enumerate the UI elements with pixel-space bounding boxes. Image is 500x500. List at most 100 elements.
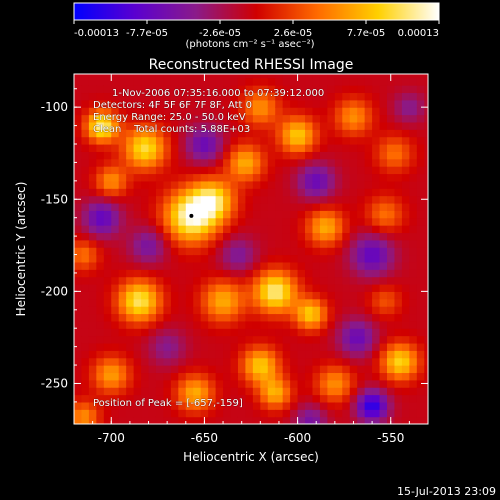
heatmap-cell	[81, 401, 90, 410]
heatmap-cell	[245, 74, 254, 79]
heatmap-cell	[290, 313, 299, 322]
heatmap-cell	[252, 114, 261, 123]
heatmap-cell	[364, 335, 373, 344]
heatmap-cell	[260, 195, 269, 204]
heatmap-cell	[141, 151, 150, 160]
heatmap-cell	[237, 365, 247, 374]
heatmap-cell	[237, 357, 247, 366]
heatmap-cell	[364, 136, 373, 145]
heatmap-cell	[141, 188, 150, 197]
heatmap-cell	[170, 92, 179, 101]
heatmap-cell	[133, 320, 142, 329]
heatmap-cell	[185, 306, 194, 315]
heatmap-cell	[349, 232, 358, 241]
heatmap-cell	[364, 99, 373, 108]
heatmap-cell	[208, 210, 217, 219]
heatmap-cell	[126, 357, 135, 366]
heatmap-cell	[409, 342, 418, 351]
heatmap-cell	[297, 372, 306, 381]
heatmap-cell	[88, 99, 97, 108]
heatmap-cell	[126, 136, 135, 145]
heatmap-cell	[275, 166, 284, 175]
heatmap-cell	[81, 195, 90, 204]
heatmap-cell	[372, 416, 381, 424]
heatmap-cell	[133, 129, 142, 138]
heatmap-cell	[88, 232, 97, 241]
heatmap-cell	[96, 151, 105, 160]
heatmap-cell	[349, 158, 358, 167]
heatmap-cell	[81, 99, 90, 108]
heatmap-cell	[267, 210, 276, 219]
heatmap-cell	[305, 158, 314, 167]
heatmap-cell	[252, 254, 261, 263]
heatmap-cell	[148, 416, 157, 424]
heatmap-cell	[297, 247, 306, 256]
heatmap-cell	[297, 129, 306, 138]
heatmap-cell	[126, 350, 135, 359]
heatmap-cell	[170, 276, 179, 285]
heatmap-cell	[230, 210, 239, 219]
annotation-time: 1-Nov-2006 07:35:16.000 to 07:39:12.000	[112, 88, 325, 99]
heatmap-cell	[163, 394, 172, 403]
heatmap-cell	[319, 401, 328, 410]
heatmap-cell	[118, 350, 127, 359]
heatmap-cell	[297, 320, 306, 329]
heatmap-cell	[275, 136, 284, 145]
heatmap-cell	[394, 239, 403, 248]
heatmap-cell	[245, 114, 254, 123]
heatmap-cell	[267, 261, 276, 270]
heatmap-cell	[342, 269, 351, 278]
heatmap-cell	[282, 401, 291, 410]
heatmap-cell	[96, 136, 105, 145]
heatmap-cell	[118, 210, 127, 219]
heatmap-cell	[96, 276, 105, 285]
heatmap-cell	[372, 195, 381, 204]
heatmap-cell	[230, 247, 239, 256]
heatmap-cell	[342, 365, 351, 374]
heatmap-cell	[357, 313, 366, 322]
heatmap-cell	[185, 298, 194, 307]
heatmap-cell	[81, 372, 90, 381]
heatmap-cell	[282, 247, 291, 256]
heatmap-cell	[372, 306, 381, 315]
heatmap-cell	[275, 394, 284, 403]
heatmap-cell	[148, 232, 157, 241]
heatmap-cell	[126, 232, 135, 241]
heatmap-cell	[193, 350, 202, 359]
heatmap-cell	[312, 298, 321, 307]
heatmap-cell	[208, 379, 217, 388]
heatmap-cell	[141, 114, 150, 123]
heatmap-cell	[193, 298, 202, 307]
heatmap-cell	[126, 342, 135, 351]
heatmap-cell	[305, 210, 314, 219]
heatmap-cell	[290, 158, 299, 167]
heatmap-cell	[200, 173, 209, 182]
heatmap-cell	[148, 335, 157, 344]
heatmap-cell	[148, 357, 157, 366]
heatmap-cell	[126, 401, 135, 410]
heatmap-cell	[245, 372, 254, 381]
heatmap-cell	[424, 276, 428, 285]
heatmap-cell	[305, 401, 314, 410]
heatmap-cell	[230, 254, 239, 263]
heatmap-cell	[245, 342, 254, 351]
heatmap-cell	[312, 379, 321, 388]
heatmap-cell	[237, 291, 247, 300]
heatmap-cell	[424, 254, 428, 263]
heatmap-cell	[297, 151, 306, 160]
heatmap-cell	[305, 188, 314, 197]
heatmap-cell	[111, 365, 120, 374]
heatmap-cell	[297, 225, 306, 234]
heatmap-cell	[327, 74, 336, 79]
heatmap-cell	[394, 416, 403, 424]
heatmap-cell	[319, 99, 328, 108]
heatmap-cell	[379, 121, 388, 130]
heatmap-cell	[118, 239, 127, 248]
heatmap-cell	[178, 85, 187, 94]
heatmap-cell	[260, 365, 269, 374]
heatmap-cell	[185, 107, 194, 116]
heatmap-cell	[245, 276, 254, 285]
heatmap-cell	[334, 284, 343, 292]
heatmap-cell	[357, 107, 366, 116]
heatmap-cell	[290, 151, 299, 160]
